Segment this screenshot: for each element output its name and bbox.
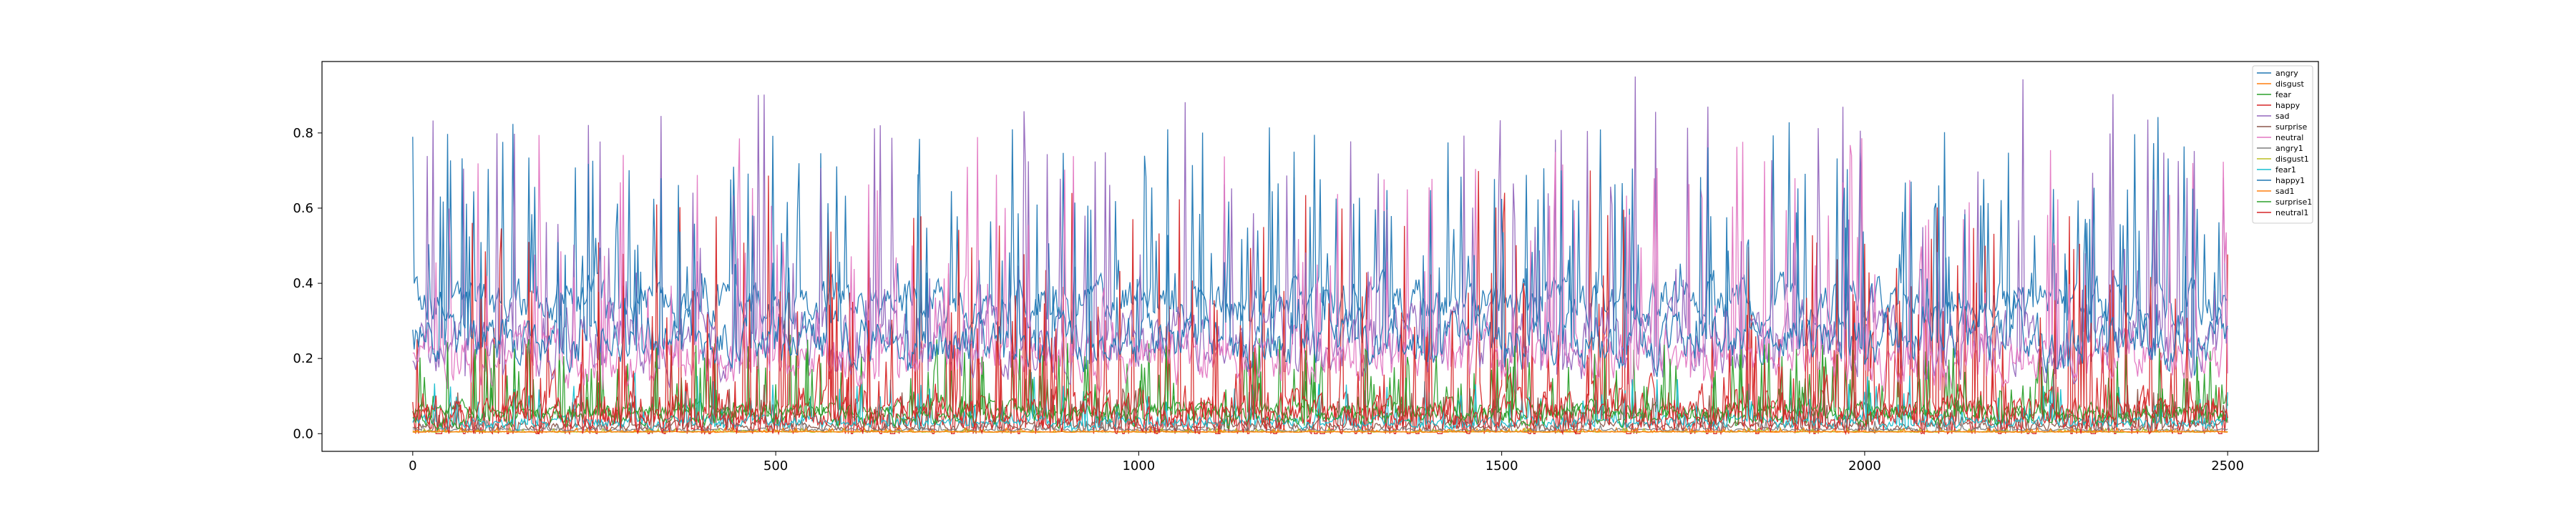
y-tick-label: 0.4	[293, 276, 313, 291]
plot-frame	[321, 61, 2319, 452]
x-tick-label: 2000	[1848, 458, 1881, 474]
legend-label-surprise1: surprise1	[2275, 197, 2312, 207]
legend-label-sad1: sad1	[2275, 187, 2294, 196]
legend-label-disgust: disgust	[2275, 79, 2304, 89]
y-tick-label: 0.6	[293, 201, 313, 216]
legend-label-disgust1: disgust1	[2275, 154, 2309, 164]
y-tick-label: 0.2	[293, 351, 313, 366]
y-tick-label: 0.0	[293, 426, 313, 441]
y-axis: 0.0 0.2 0.4 0.6 0.8	[293, 126, 322, 441]
y-tick-label: 0.8	[293, 126, 313, 141]
series-line-surprise1	[412, 339, 2228, 431]
series-line-happy1	[412, 132, 2228, 378]
x-axis: 0 500 1000 1500 2000 2500	[409, 451, 2244, 474]
legend-label-surprise: surprise	[2275, 122, 2308, 132]
x-tick-label: 1000	[1122, 458, 1155, 474]
legend-label-fear: fear	[2275, 90, 2291, 99]
legend-label-angry1: angry1	[2275, 144, 2303, 153]
x-tick-label: 1500	[1485, 458, 1518, 474]
legend-label-happy1: happy1	[2275, 176, 2305, 185]
legend-label-neutral1: neutral1	[2275, 208, 2308, 217]
x-tick-label: 2500	[2211, 458, 2244, 474]
legend-label-sad: sad	[2275, 112, 2289, 121]
legend-label-fear1: fear1	[2275, 165, 2296, 175]
legend-label-angry: angry	[2275, 69, 2298, 78]
series-line-sad	[412, 76, 2228, 388]
x-tick-label: 500	[763, 458, 788, 474]
x-tick-label: 0	[409, 458, 416, 474]
series-layer	[412, 76, 2228, 436]
legend-label-neutral: neutral	[2275, 133, 2303, 142]
series-line-sad1	[412, 426, 2228, 433]
legend-label-happy: happy	[2275, 101, 2301, 110]
series-line-neutral	[412, 134, 2228, 394]
series-line-neutral1	[412, 265, 2228, 436]
